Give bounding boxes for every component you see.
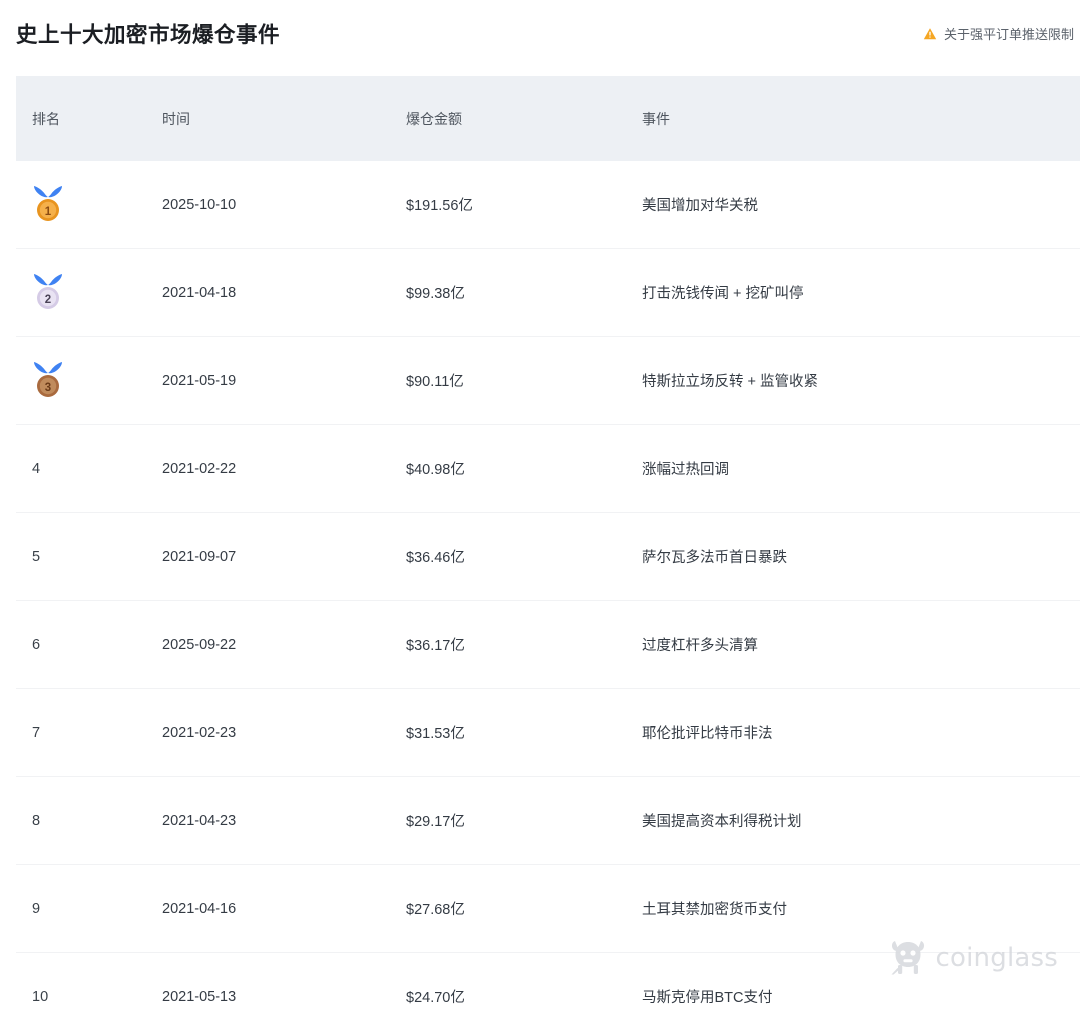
cell-time: 2025-10-10 — [162, 196, 237, 213]
cell-event: 美国提高资本利得税计划 — [642, 814, 802, 830]
cell-amount: $36.17亿 — [406, 638, 465, 654]
cell-amount: $40.98亿 — [406, 462, 465, 478]
cell-event: 过度杠杆多头清算 — [642, 638, 758, 654]
table-header-row: 排名 时间 爆仓金额 事件 — [16, 76, 1080, 161]
cell-rank: 1 — [16, 184, 162, 226]
cell-rank: 9 — [16, 901, 162, 917]
cell-rank: 6 — [16, 637, 162, 653]
page-header: 史上十大加密市场爆仓事件 关于强平订单推送限制 — [0, 0, 1080, 76]
cell-amount: $24.70亿 — [406, 990, 465, 1006]
svg-text:2: 2 — [45, 294, 51, 306]
cell-time: 2021-04-16 — [162, 900, 237, 917]
cell-time: 2021-04-18 — [162, 284, 237, 301]
cell-event: 涨幅过热回调 — [642, 462, 729, 478]
table-row[interactable]: 4 2021-02-22 $40.98亿 涨幅过热回调 — [16, 425, 1080, 513]
svg-text:3: 3 — [45, 382, 51, 394]
cell-event: 打击洗钱传闻 + 挖矿叫停 — [642, 286, 804, 302]
cell-time: 2021-04-23 — [162, 812, 237, 829]
cell-time: 2021-02-22 — [162, 460, 237, 477]
cell-time: 2021-05-13 — [162, 988, 237, 1005]
rank-number: 8 — [32, 812, 41, 829]
cell-amount: $90.11亿 — [406, 374, 464, 390]
cell-amount: $31.53亿 — [406, 726, 465, 742]
cell-event: 马斯克停用BTC支付 — [642, 990, 773, 1006]
table-row[interactable]: 8 2021-04-23 $29.17亿 美国提高资本利得税计划 — [16, 777, 1080, 865]
push-limit-notice-label: 关于强平订单推送限制 — [943, 27, 1074, 42]
silver-medal-icon: 2 — [30, 272, 66, 314]
cell-amount: $99.38亿 — [406, 286, 465, 302]
cell-event: 耶伦批评比特币非法 — [642, 726, 773, 742]
cell-event: 萨尔瓦多法币首日暴跌 — [642, 550, 787, 566]
table-row[interactable]: 3 2021-05-19 $90.11亿 特斯拉立场反转 + 监管收紧 — [16, 337, 1080, 425]
cell-time: 2025-09-22 — [162, 636, 237, 653]
cell-amount: $29.17亿 — [406, 814, 465, 830]
rank-number: 4 — [32, 460, 41, 477]
table-row[interactable]: 5 2021-09-07 $36.46亿 萨尔瓦多法币首日暴跌 — [16, 513, 1080, 601]
column-header-time: 时间 — [162, 110, 190, 127]
table-row[interactable]: 6 2025-09-22 $36.17亿 过度杠杆多头清算 — [16, 601, 1080, 689]
page-title: 史上十大加密市场爆仓事件 — [16, 23, 281, 47]
cell-event: 美国增加对华关税 — [642, 198, 758, 214]
cell-amount: $191.56亿 — [406, 198, 473, 214]
cell-time: 2021-02-23 — [162, 724, 237, 741]
cell-rank: 4 — [16, 461, 162, 477]
table-body: 1 2025-10-10 $191.56亿 美国增加对华关税 2 2021-04-18 $9… — [16, 161, 1080, 1036]
cell-rank: 7 — [16, 725, 162, 741]
rank-number: 5 — [32, 548, 41, 565]
column-header-amount: 爆仓金额 — [406, 110, 462, 127]
table-row[interactable]: 1 2025-10-10 $191.56亿 美国增加对华关税 — [16, 161, 1080, 249]
cell-rank: 10 — [16, 989, 162, 1005]
gold-medal-icon: 1 — [30, 184, 66, 226]
rank-number: 10 — [32, 988, 49, 1005]
table-row[interactable]: 9 2021-04-16 $27.68亿 土耳其禁加密货币支付 — [16, 865, 1080, 953]
svg-text:1: 1 — [45, 206, 52, 218]
table-row[interactable]: 10 2021-05-13 $24.70亿 马斯克停用BTC支付 — [16, 953, 1080, 1036]
cell-rank: 8 — [16, 813, 162, 829]
cell-rank: 2 — [16, 272, 162, 314]
rank-number: 6 — [32, 636, 41, 653]
cell-amount: $27.68亿 — [406, 902, 465, 918]
table-row[interactable]: 2 2021-04-18 $99.38亿 打击洗钱传闻 + 挖矿叫停 — [16, 249, 1080, 337]
cell-amount: $36.46亿 — [406, 550, 465, 566]
cell-event: 特斯拉立场反转 + 监管收紧 — [642, 374, 819, 390]
liquidation-table: 排名 时间 爆仓金额 事件 1 2025-10-10 $191.56亿 美国增加对华关… — [16, 76, 1080, 1036]
rank-number: 7 — [32, 724, 41, 741]
warning-triangle-icon — [923, 27, 937, 41]
rank-number: 9 — [32, 900, 41, 917]
cell-time: 2021-05-19 — [162, 372, 237, 389]
bronze-medal-icon: 3 — [30, 360, 66, 402]
table-row[interactable]: 7 2021-02-23 $31.53亿 耶伦批评比特币非法 — [16, 689, 1080, 777]
cell-rank: 3 — [16, 360, 162, 402]
cell-event: 土耳其禁加密货币支付 — [642, 902, 787, 918]
cell-time: 2021-09-07 — [162, 548, 237, 565]
push-limit-notice-link[interactable]: 关于强平订单推送限制 — [923, 24, 1074, 43]
column-header-rank: 排名 — [32, 110, 60, 127]
column-header-event: 事件 — [642, 110, 670, 127]
cell-rank: 5 — [16, 549, 162, 565]
